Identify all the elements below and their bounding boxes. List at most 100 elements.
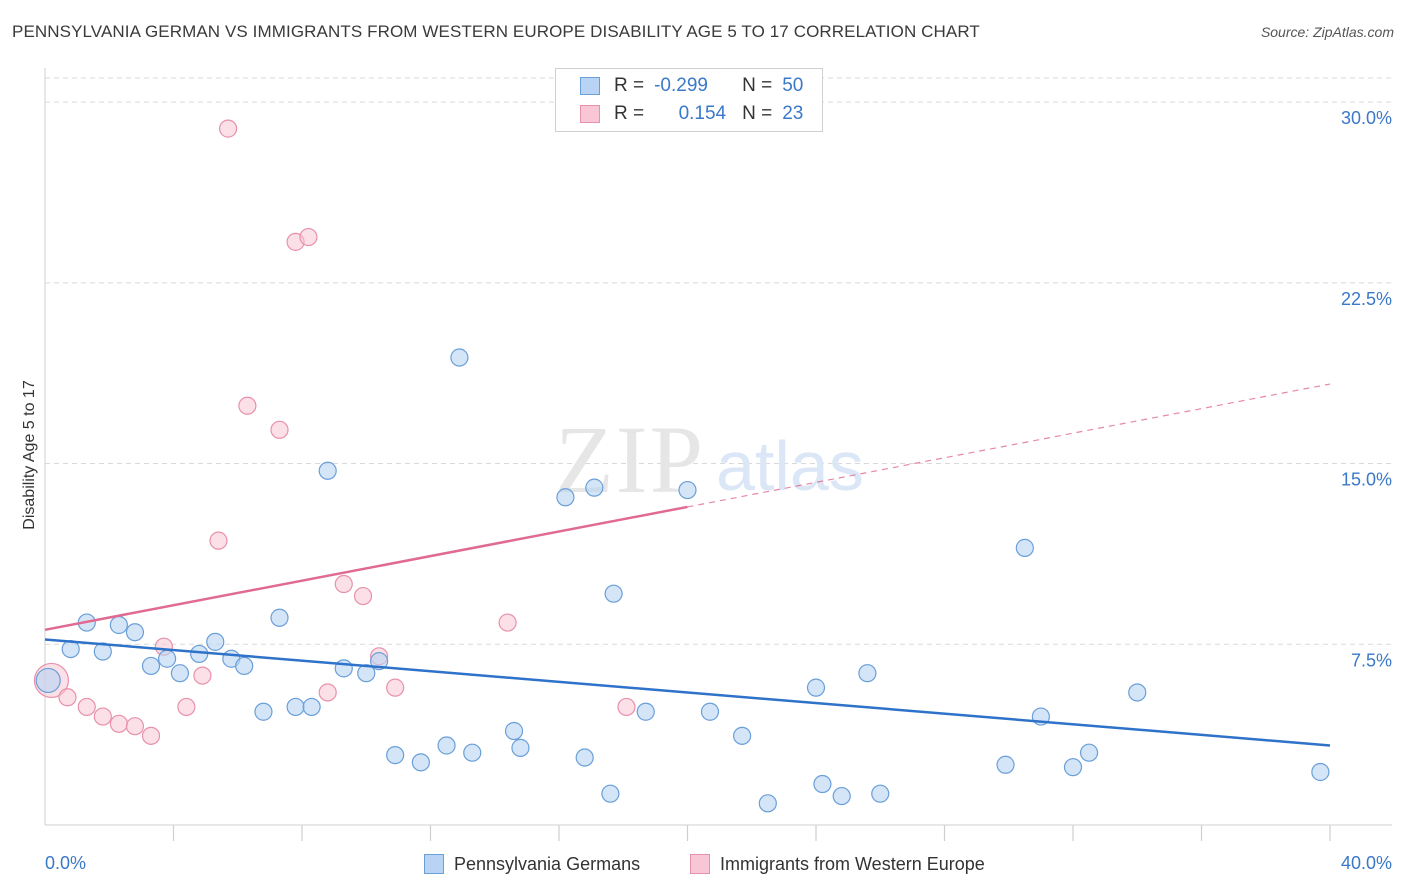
- legend-n-value: 23: [782, 103, 804, 124]
- blue-point: [813, 774, 832, 794]
- x-tick-label-max: 40.0%: [1341, 853, 1392, 873]
- bottom-legend-label-series2: Immigrants from Western Europe: [720, 853, 985, 874]
- blue-point: [125, 623, 145, 642]
- bottom-legend-series1: Pennsylvania Germans: [424, 852, 640, 876]
- blue-point: [1128, 683, 1147, 702]
- pink-point: [125, 717, 145, 736]
- blue-point: [254, 702, 273, 721]
- blue-point: [1311, 762, 1330, 782]
- blue-point: [678, 480, 697, 500]
- blue-point: [206, 632, 225, 651]
- pink-point: [77, 697, 96, 717]
- blue-point: [411, 753, 430, 772]
- legend-n-value: 50: [782, 75, 804, 96]
- pink-point: [334, 574, 353, 594]
- axes: [44, 68, 1392, 841]
- blue-point: [871, 784, 890, 803]
- bottom-legend-label-series1: Pennsylvania Germans: [454, 853, 641, 874]
- blue-point: [636, 702, 655, 721]
- y-tick-label: 22.5%: [1341, 289, 1392, 309]
- bottom-legend-series2: Immigrants from Western Europe: [690, 852, 985, 876]
- bottom-legend-swatch-blue: [424, 854, 444, 874]
- pink-point: [299, 227, 318, 247]
- y-tick-label: 30.0%: [1341, 108, 1392, 128]
- blue-point: [806, 678, 826, 697]
- legend-r-label: R =: [614, 75, 645, 96]
- blue-point: [157, 649, 177, 668]
- blue-point: [437, 736, 456, 755]
- pink-point: [177, 697, 196, 717]
- pink-point: [93, 707, 112, 726]
- pink-point: [58, 688, 77, 707]
- gridlines: [45, 77, 1392, 645]
- blue-point: [601, 784, 620, 803]
- blue-point: [832, 786, 851, 806]
- pink-point: [353, 586, 373, 606]
- blue-point: [318, 461, 337, 480]
- blue-point: [450, 348, 469, 367]
- x-tick-label-min: 0.0%: [45, 853, 86, 873]
- pink-point: [238, 396, 257, 415]
- pink-point: [270, 420, 289, 439]
- watermark-zip: ZIP: [555, 406, 705, 513]
- blue-point: [386, 746, 405, 765]
- pink-point: [141, 726, 161, 745]
- blue-point: [302, 697, 321, 717]
- blue-point: [109, 615, 128, 635]
- blue-point: [1079, 743, 1099, 762]
- pink-point: [617, 697, 636, 717]
- trendlines: [44, 383, 1331, 747]
- correlation-legend: R = -0.299 N = 50 R = 0.154 N = 23: [555, 68, 823, 132]
- bottom-legend-swatch-pink: [690, 854, 710, 874]
- blue-point: [700, 702, 720, 721]
- legend-n-label: N =: [742, 103, 773, 124]
- blue-points: [35, 348, 1330, 813]
- pink-trendline: [44, 505, 688, 632]
- blue-trendline: [44, 638, 1331, 747]
- blue-point: [286, 697, 305, 717]
- pink-point: [498, 613, 517, 632]
- blue-point: [1063, 758, 1083, 777]
- blue-point: [996, 755, 1015, 774]
- pink-points: [33, 119, 636, 745]
- blue-point: [733, 726, 752, 745]
- blue-point: [1015, 538, 1034, 557]
- legend-r-value: -0.299: [654, 75, 708, 96]
- pink-point: [209, 531, 228, 550]
- blue-point: [758, 794, 777, 813]
- blue-point: [141, 656, 161, 676]
- blue-point: [556, 488, 575, 507]
- watermark: ZIP atlas: [555, 406, 864, 513]
- blue-point: [463, 743, 482, 762]
- pink-point: [318, 683, 337, 702]
- blue-point: [35, 667, 61, 694]
- pink-point: [109, 714, 128, 733]
- blue-point: [858, 664, 877, 683]
- legend-n-label: N =: [742, 75, 773, 96]
- pink-point: [219, 119, 238, 138]
- blue-point: [511, 738, 530, 757]
- blue-point: [270, 608, 289, 627]
- blue-point: [170, 664, 190, 683]
- blue-point: [585, 478, 604, 497]
- blue-point: [370, 652, 389, 671]
- pink-point: [193, 666, 212, 685]
- legend-r-label: R =: [614, 103, 645, 124]
- tick-labels: 7.5% 15.0% 22.5% 30.0% 0.0% 40.0%: [45, 108, 1392, 873]
- y-axis-title: Disability Age 5 to 17: [21, 380, 38, 530]
- legend-swatch-blue: [580, 77, 600, 95]
- watermark-atlas: atlas: [716, 427, 864, 505]
- blue-point: [604, 584, 623, 603]
- source-credit: Source: ZipAtlas.com: [1260, 24, 1394, 40]
- blue-point: [235, 656, 254, 676]
- legend-row-series1: R = -0.299 N = 50: [580, 73, 803, 99]
- y-tick-label: 7.5%: [1351, 650, 1392, 670]
- y-tick-label: 15.0%: [1341, 470, 1392, 490]
- legend-row-series2: R = 0.154 N = 23: [580, 101, 803, 127]
- legend-r-value: 0.154: [678, 103, 727, 124]
- blue-point: [504, 721, 524, 741]
- blue-point: [357, 664, 376, 683]
- legend-swatch-pink: [580, 105, 600, 123]
- chart-title: PENNSYLVANIA GERMAN VS IMMIGRANTS FROM W…: [12, 22, 980, 41]
